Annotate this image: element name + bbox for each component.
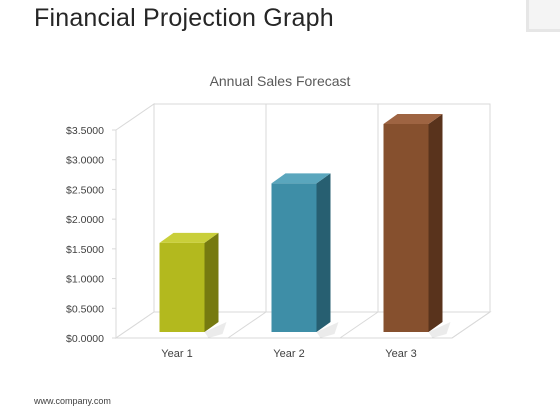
bar-side <box>204 232 219 332</box>
y-axis-ticks: $0.0000 $0.5000 $1.0000 $1.5000 $2.0000 $2.50… <box>66 125 116 345</box>
side-wall <box>115 103 155 339</box>
bar-front <box>383 124 429 332</box>
bar-front <box>159 242 205 332</box>
x-tick-label: Year 2 <box>273 348 304 360</box>
floor-divider <box>451 311 491 339</box>
bar-shadow <box>204 322 227 338</box>
y-tick-label: $3.5000 <box>66 125 104 137</box>
y-tick-label: $3.0000 <box>66 155 104 167</box>
y-tick-label: $2.5000 <box>66 184 104 196</box>
y-tick-label: $1.5000 <box>66 244 104 256</box>
floor-divider <box>227 311 267 339</box>
y-tick-label: $2.0000 <box>66 214 104 226</box>
bar-top <box>271 173 331 184</box>
bar-1 <box>159 232 227 338</box>
corner-decoration-inner <box>529 0 560 29</box>
bar-2 <box>271 173 339 338</box>
bar-side <box>316 173 331 332</box>
x-tick-label: Year 1 <box>161 348 192 360</box>
y-tick-label: $0.5000 <box>66 303 104 315</box>
chart-title: Annual Sales Forecast <box>210 73 351 89</box>
bar-side <box>428 114 443 332</box>
bar-shadow <box>428 322 451 338</box>
footer-url: www.company.com <box>34 396 111 406</box>
chart-bars <box>159 114 451 338</box>
x-axis-ticks: Year 1 Year 2 Year 3 <box>161 348 416 360</box>
x-tick-label: Year 3 <box>385 348 416 360</box>
bar-front <box>271 183 317 332</box>
bar-3 <box>383 114 451 338</box>
y-tick-label: $0.0000 <box>66 333 104 345</box>
bar-top <box>159 232 219 243</box>
y-tick-label: $1.0000 <box>66 274 104 286</box>
bar-shadow <box>316 322 339 338</box>
bar-top <box>383 114 443 124</box>
slide-title: Financial Projection Graph <box>34 4 334 32</box>
floor-divider <box>339 311 379 339</box>
